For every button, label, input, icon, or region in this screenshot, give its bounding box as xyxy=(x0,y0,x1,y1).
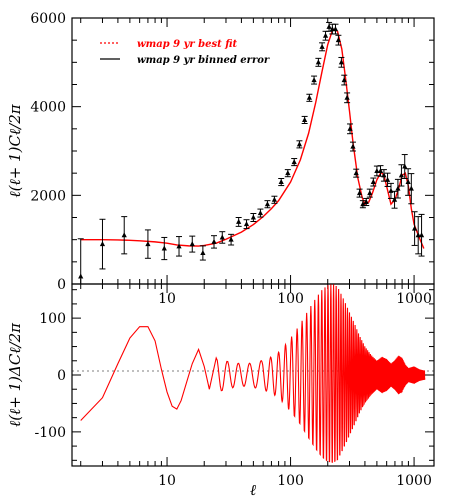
error-bar-point xyxy=(271,195,278,204)
x-tick-label: 1000 xyxy=(396,473,432,489)
error-bar-point xyxy=(77,238,84,284)
error-bar-point xyxy=(161,236,168,261)
legend: wmap 9 yr best fit wmap 9 yr binned erro… xyxy=(100,39,270,66)
top-panel-y-tick-labels: 0 2000 4000 6000 xyxy=(30,11,66,293)
top-y-axis-title: ℓ(ℓ+ 1)Cℓ/2π xyxy=(6,103,24,197)
y-tick-label: 0 xyxy=(57,277,66,293)
error-bar-point xyxy=(278,177,285,187)
error-bar-point xyxy=(335,34,342,46)
x-tick-label: 10 xyxy=(158,473,176,489)
error-bar-point xyxy=(370,177,377,187)
error-bar-point xyxy=(391,190,398,209)
x-tick-label: 100 xyxy=(277,473,304,489)
error-bar-point xyxy=(228,233,235,246)
error-bar-point xyxy=(121,216,128,255)
error-bar-point xyxy=(363,197,370,207)
error-bar-point xyxy=(341,74,348,86)
bottom-panel-y-tick-labels: -100 0 100 xyxy=(35,311,66,441)
y-tick-label: -100 xyxy=(35,425,66,441)
error-bar-point xyxy=(250,213,257,222)
bottom-y-axis-title: ℓ(ℓ+ 1)ΔCℓ/2π xyxy=(6,322,24,427)
error-bar-point xyxy=(349,141,356,152)
error-bar-point xyxy=(401,154,408,179)
legend-label-best-fit: wmap 9 yr best fit xyxy=(137,39,237,50)
error-bar-point xyxy=(243,219,250,230)
binned-error-bars xyxy=(77,21,425,284)
error-bar-point xyxy=(235,217,242,227)
x-tick-label: 1000 xyxy=(396,291,432,307)
error-bar-point xyxy=(405,168,412,196)
error-bar-point xyxy=(332,23,339,35)
error-bar-point xyxy=(377,165,384,177)
error-bar-point xyxy=(366,188,373,198)
y-tick-label: 6000 xyxy=(30,11,66,27)
error-bar-point xyxy=(415,216,422,255)
error-bar-point xyxy=(284,169,291,178)
error-bar-point xyxy=(411,211,418,246)
error-bar-point xyxy=(353,168,360,178)
error-bar-point xyxy=(301,115,308,125)
y-tick-label: 2000 xyxy=(30,188,66,204)
error-bar-point xyxy=(338,56,345,68)
error-bar-point xyxy=(264,200,271,209)
error-bar-point xyxy=(418,213,425,257)
residual-difference-line xyxy=(80,284,426,463)
error-bar-point xyxy=(356,188,363,198)
x-tick-label: 10 xyxy=(158,291,176,307)
error-bar-point xyxy=(291,158,298,167)
y-tick-label: 4000 xyxy=(30,100,66,116)
error-bar-point xyxy=(394,178,401,199)
top-panel-ticks xyxy=(72,17,434,285)
bottom-panel-ticks xyxy=(72,284,434,466)
error-bar-point xyxy=(398,164,405,187)
legend-label-binned-error: wmap 9 yr binned error xyxy=(137,55,270,66)
error-bar-point xyxy=(315,57,322,67)
error-bar-point xyxy=(219,231,226,244)
error-bar-point xyxy=(347,123,354,135)
error-bar-point xyxy=(359,200,366,209)
error-bar-point xyxy=(144,229,151,259)
error-bar-point xyxy=(322,30,329,41)
y-tick-label: 100 xyxy=(39,311,66,327)
error-bar-point xyxy=(344,92,351,104)
error-bar-point xyxy=(176,236,183,257)
error-bar-point xyxy=(311,75,318,85)
error-bar-point xyxy=(306,93,313,102)
x-tick-label: 100 xyxy=(277,291,304,307)
error-bar-point xyxy=(189,235,196,253)
error-bar-point xyxy=(296,140,303,149)
error-bar-point xyxy=(99,218,106,270)
error-bar-point xyxy=(384,172,391,187)
error-bar-point xyxy=(211,235,218,249)
error-bar-point xyxy=(326,21,333,32)
error-bar-point xyxy=(257,208,264,218)
error-bar-point xyxy=(319,42,326,52)
error-bar-point xyxy=(199,245,206,261)
error-bar-point xyxy=(408,173,415,205)
y-tick-label: 0 xyxy=(57,368,66,384)
error-bar-point xyxy=(380,169,387,182)
x-axis-title: ℓ xyxy=(250,481,256,499)
x-tick-labels: 10 10 100 100 1000 1000 xyxy=(158,291,432,489)
